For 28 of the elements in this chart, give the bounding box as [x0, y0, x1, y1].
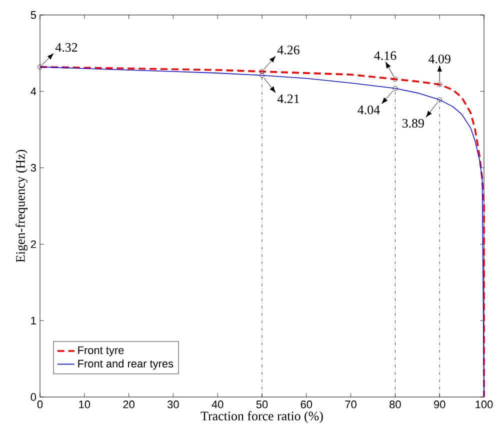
x-tick-label: 20	[123, 400, 134, 408]
x-tick-label: 30	[168, 400, 179, 408]
x-tick-label: 0	[37, 400, 43, 408]
y-tick-label: 0	[30, 393, 36, 401]
x-tick-label: 10	[79, 400, 90, 408]
x-tick-label: 40	[212, 400, 224, 408]
annotation: 4.09	[428, 54, 450, 64]
annotation: 4.16	[374, 51, 396, 60]
annotation: 4.04	[358, 105, 380, 114]
y-tick-label: 1	[31, 316, 36, 324]
x-tick-label: 90	[434, 400, 446, 408]
x-tick-label: 60	[300, 400, 312, 408]
x-tick-label: 70	[345, 400, 356, 408]
y-tick-label: 3	[30, 164, 36, 172]
x-tick-label: 100	[476, 400, 493, 408]
y-tick-label: 5	[30, 11, 36, 19]
x-axis-title: Traction force ratio (%)	[200, 411, 323, 424]
legend-label: Front tyre	[78, 346, 124, 356]
x-tick-label: 50	[256, 400, 268, 408]
annotation: 4.26	[277, 46, 300, 54]
annotation: 3.89	[402, 118, 424, 128]
y-tick-label: 2	[30, 240, 36, 248]
legend-label: Front and rear tyres	[78, 359, 174, 370]
y-tick-label: 4	[30, 88, 36, 96]
y-axis-title: Eigen-frequency (Hz)	[16, 150, 28, 262]
x-tick-label: 80	[390, 400, 401, 408]
annotation: 4.21	[277, 94, 300, 104]
annotation: 4.32	[55, 43, 78, 52]
